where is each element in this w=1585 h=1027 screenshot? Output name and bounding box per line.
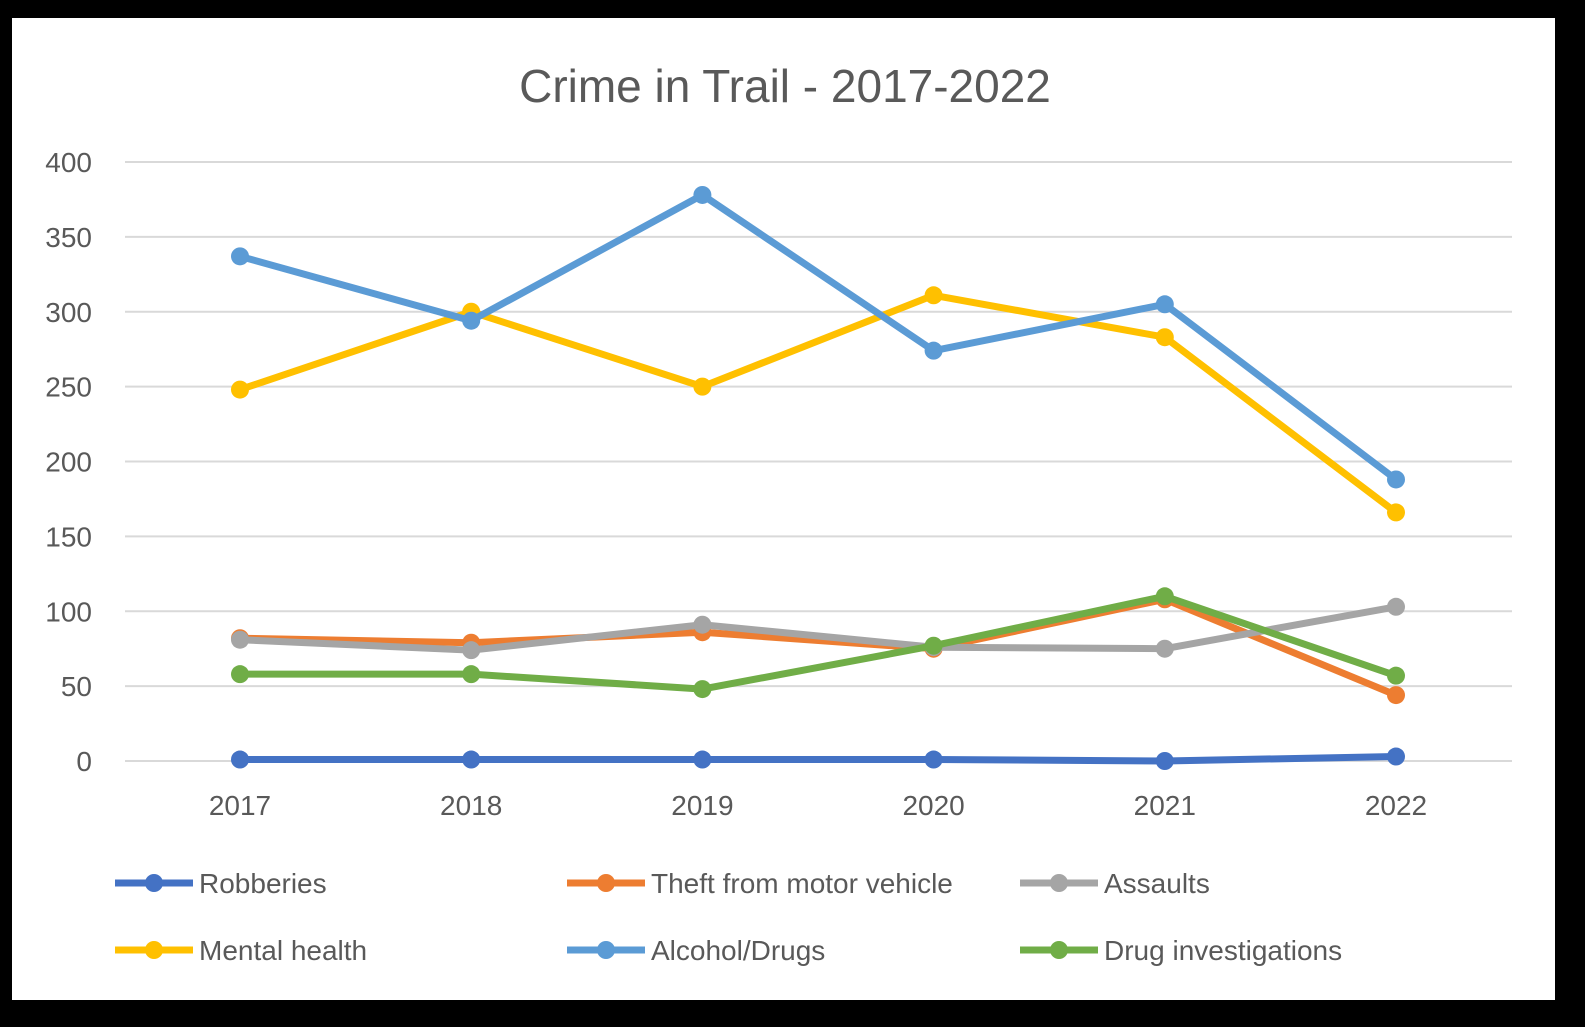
- data-point: [231, 665, 249, 684]
- legend-label: Theft from motor vehicle: [651, 868, 953, 899]
- legend-entry: Robberies: [115, 868, 327, 899]
- y-tick-label: 200: [45, 447, 92, 478]
- series-drug-investigations: [231, 587, 1405, 699]
- data-point: [924, 750, 943, 769]
- data-point: [462, 641, 481, 660]
- data-point: [231, 630, 249, 649]
- legend-marker: [145, 941, 163, 959]
- legend-entry: Alcohol/Drugs: [567, 935, 825, 966]
- data-point: [924, 286, 943, 305]
- y-tick-label: 150: [45, 521, 92, 552]
- data-point: [462, 311, 481, 330]
- data-point: [1387, 666, 1405, 685]
- legend-marker: [145, 874, 163, 892]
- x-tick-label: 2019: [671, 790, 733, 821]
- legend-marker: [1050, 941, 1068, 959]
- legend-label: Alcohol/Drugs: [651, 935, 825, 966]
- y-tick-label: 0: [76, 746, 92, 777]
- series-line: [240, 753, 1397, 765]
- data-point: [1387, 503, 1405, 522]
- data-point: [231, 247, 249, 266]
- data-point: [462, 665, 481, 684]
- series-alcohol-drugs: [231, 185, 1405, 489]
- data-point: [693, 377, 712, 396]
- y-tick-label: 100: [45, 596, 92, 627]
- series-line: [239, 191, 1399, 483]
- chart-title: Crime in Trail - 2017-2022: [519, 60, 1051, 112]
- legend-entry: Assaults: [1020, 868, 1210, 899]
- data-point: [1155, 295, 1174, 314]
- data-point: [924, 341, 943, 360]
- legend-entry: Mental health: [115, 935, 367, 966]
- data-point: [1155, 587, 1174, 606]
- x-tick-label: 2018: [440, 790, 502, 821]
- data-point: [693, 185, 712, 204]
- data-point: [693, 750, 712, 769]
- x-tick-label: 2020: [902, 790, 964, 821]
- data-point: [924, 636, 943, 655]
- legend-label: Robberies: [199, 868, 327, 899]
- legend-entry: Drug investigations: [1020, 935, 1342, 966]
- x-tick-label: 2017: [209, 790, 271, 821]
- data-point: [1155, 328, 1174, 347]
- data-point: [693, 680, 712, 699]
- data-point: [693, 615, 712, 634]
- x-tick-label: 2021: [1134, 790, 1196, 821]
- legend-entry: Theft from motor vehicle: [567, 868, 953, 899]
- legend-label: Drug investigations: [1104, 935, 1342, 966]
- data-point: [1387, 686, 1405, 705]
- y-tick-label: 400: [45, 147, 92, 178]
- legend-marker: [597, 874, 615, 892]
- data-point: [1155, 752, 1174, 770]
- legend-marker: [1050, 874, 1068, 892]
- data-point: [1387, 597, 1405, 616]
- series-mental-health: [231, 286, 1405, 522]
- x-tick-label: 2022: [1365, 790, 1427, 821]
- y-tick-label: 250: [45, 372, 92, 403]
- data-point: [1387, 470, 1405, 489]
- series-line: [240, 592, 1398, 693]
- y-tick-label: 350: [45, 222, 92, 253]
- data-point: [462, 750, 481, 769]
- legend-label: Mental health: [199, 935, 367, 966]
- data-point: [231, 750, 249, 769]
- series-robberies: [231, 747, 1405, 770]
- series-line: [239, 595, 1398, 699]
- legend-label: Assaults: [1104, 868, 1210, 899]
- y-tick-label: 50: [61, 671, 92, 702]
- series-line: [238, 291, 1399, 516]
- legend-marker: [597, 941, 615, 959]
- data-point: [1155, 639, 1174, 658]
- chart-panel: [12, 18, 1555, 1000]
- data-point: [1387, 747, 1405, 766]
- series-line: [239, 603, 1397, 654]
- data-point: [231, 380, 249, 399]
- y-tick-label: 300: [45, 297, 92, 328]
